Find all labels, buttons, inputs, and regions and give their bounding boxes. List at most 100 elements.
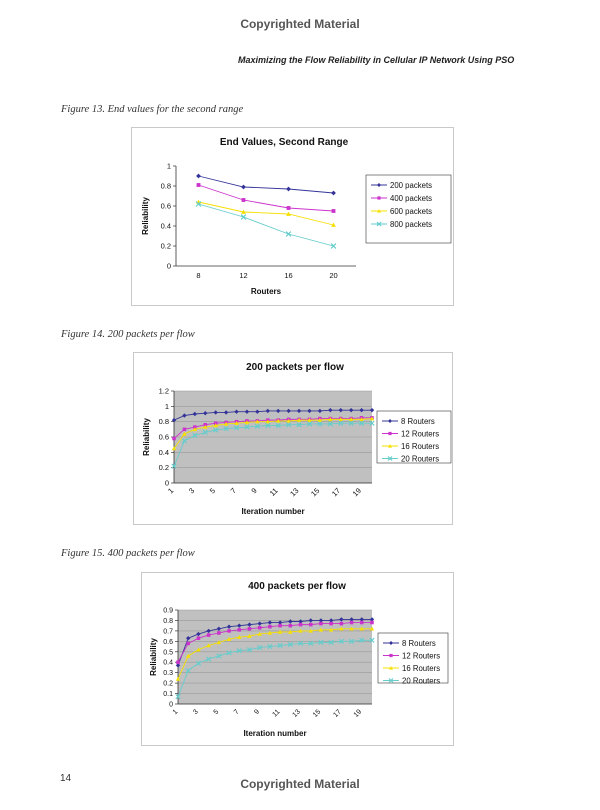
y-tick-label: 0.9 — [163, 608, 173, 615]
data-point — [196, 183, 201, 187]
data-point — [206, 633, 211, 637]
data-point — [319, 621, 323, 626]
y-tick-label: 0.8 — [161, 182, 171, 191]
data-point — [338, 420, 344, 426]
x-axis-label: Routers — [251, 287, 282, 296]
data-point — [307, 417, 312, 422]
x-tick-label: 1 — [166, 486, 175, 495]
series-line — [173, 418, 373, 449]
data-point — [276, 408, 281, 414]
data-point — [234, 409, 239, 414]
data-point — [265, 422, 271, 429]
y-tick-label: 0.7 — [163, 628, 173, 635]
y-tick-label: 1.2 — [159, 387, 169, 396]
data-point — [237, 628, 242, 632]
series-line — [173, 422, 372, 467]
y-tick-label: 0.6 — [163, 639, 173, 646]
data-point — [192, 411, 198, 417]
data-point — [217, 631, 221, 635]
data-point — [308, 628, 313, 633]
data-point — [175, 694, 181, 700]
x-tick-label: 5 — [208, 486, 217, 495]
data-point — [265, 408, 270, 414]
data-point — [171, 446, 177, 451]
data-point — [182, 427, 187, 432]
data-point — [226, 650, 232, 656]
legend-box — [365, 174, 452, 244]
x-tick-label: 15 — [309, 486, 321, 498]
data-point — [328, 627, 334, 632]
data-point — [369, 626, 375, 631]
x-tick-label: 13 — [291, 708, 302, 719]
y-tick-label: 0.2 — [163, 681, 173, 688]
series-line — [198, 203, 334, 247]
legend-marker — [377, 196, 381, 200]
data-point — [247, 633, 252, 638]
legend-label: 400 packets — [390, 194, 432, 203]
data-point — [318, 639, 324, 646]
chart-title: 400 packets per flow — [248, 581, 346, 592]
data-point — [267, 630, 273, 635]
x-tick-label: 3 — [192, 708, 200, 716]
data-point — [206, 656, 212, 662]
page-number: 14 — [60, 773, 72, 784]
legend-marker — [389, 641, 393, 645]
data-point — [186, 641, 190, 646]
data-point — [349, 626, 354, 631]
series-line — [177, 628, 372, 680]
data-point — [348, 638, 355, 644]
data-point — [288, 629, 293, 634]
data-point — [278, 623, 282, 628]
data-point — [213, 427, 219, 433]
data-point — [329, 621, 333, 626]
data-point — [223, 421, 229, 426]
data-point — [255, 419, 260, 424]
x-axis-label: Iteration number — [243, 729, 306, 738]
data-point — [338, 407, 343, 413]
data-point — [172, 436, 176, 441]
data-point — [317, 417, 323, 422]
x-tick-label: 7 — [233, 708, 241, 716]
data-point — [307, 408, 312, 414]
x-tick-label: 16 — [284, 271, 292, 280]
figure-15-caption: Figure 15. 400 packets per flow — [61, 548, 195, 559]
legend-label: 8 Routers — [401, 417, 435, 426]
data-point — [370, 620, 374, 625]
data-point — [369, 637, 375, 643]
data-point — [317, 421, 323, 427]
data-point — [203, 424, 208, 429]
watermark-bottom: Copyrighted Material — [240, 777, 360, 791]
figure-13-chart-frame: End Values, Second Range 0 0.2 0.4 0.6 0.8 1 8 1… — [131, 127, 454, 306]
y-tick-label: 0.2 — [159, 463, 169, 472]
legend-marker — [388, 678, 394, 683]
data-point — [171, 417, 177, 423]
data-point — [223, 410, 229, 415]
data-point — [369, 416, 375, 421]
y-tick-label: 0.5 — [163, 649, 173, 656]
data-point — [192, 427, 198, 432]
data-point — [206, 643, 211, 648]
data-point — [234, 421, 239, 425]
x-tick-label: 11 — [271, 708, 281, 718]
data-point — [265, 419, 270, 424]
data-point — [244, 420, 250, 425]
x-axis-label: Iteration number — [241, 507, 304, 516]
series-line — [198, 184, 334, 212]
legend-label: 12 Routers — [401, 430, 439, 439]
data-point — [348, 407, 354, 413]
data-point — [213, 423, 218, 428]
x-tick-label: 5 — [213, 708, 221, 716]
data-point — [287, 641, 293, 648]
data-point — [308, 618, 313, 623]
legend-marker — [389, 666, 393, 670]
figure-13-chart: End Values, Second Range 0 0.2 0.4 0.6 0.8 1 8 1… — [141, 137, 452, 296]
data-point — [171, 463, 177, 469]
y-tick-label: 0 — [165, 479, 169, 488]
data-point — [247, 627, 252, 631]
legend-label: 16 Routers — [401, 442, 439, 451]
legend-label: 8 Routers — [402, 639, 436, 648]
data-point — [246, 647, 253, 653]
x-tick-label: 19 — [353, 708, 364, 719]
y-axis-label: Reliability — [142, 418, 151, 456]
data-point — [213, 421, 218, 425]
